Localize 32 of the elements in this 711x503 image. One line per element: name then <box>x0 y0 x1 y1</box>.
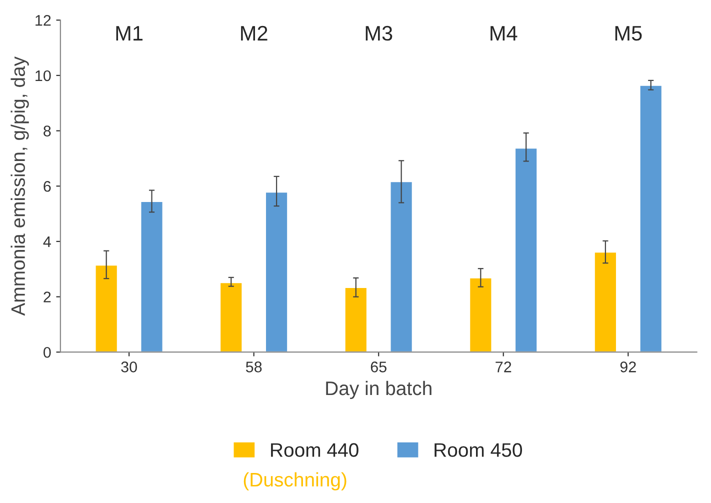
y-tick-label: 2 <box>44 292 51 302</box>
x-axis-title: Day in batch <box>326 380 432 400</box>
x-tick-label: 30 <box>121 362 137 372</box>
bar <box>514 147 538 352</box>
annotation: M1 <box>116 26 143 40</box>
y-tick-label: 0 <box>44 346 51 358</box>
y-tick-label: 12 <box>36 14 51 26</box>
y-tick-label: 10 <box>36 70 51 82</box>
annotation: M4 <box>490 26 518 40</box>
legend-label: Room 440 <box>271 443 358 457</box>
bar <box>468 276 493 352</box>
y-tick-label: 4 <box>43 236 51 247</box>
bar <box>389 180 414 352</box>
annotation: M5 <box>615 26 642 41</box>
y-axis-title: Ammonia emission, g/pig, day <box>10 56 29 316</box>
bar <box>638 84 663 352</box>
bar <box>219 282 244 352</box>
annotation: M3 <box>366 26 392 41</box>
bar <box>140 200 164 352</box>
annotation: M2 <box>241 26 268 40</box>
bar <box>94 264 118 352</box>
x-tick-label: 72 <box>496 362 512 372</box>
x-tick-label: 65 <box>370 362 386 372</box>
legend-label: Room 450 <box>434 443 522 457</box>
bar <box>344 286 368 352</box>
y-tick-label: 6 <box>44 180 51 192</box>
text: (Duschning) <box>244 472 346 490</box>
bar <box>264 191 288 352</box>
x-tick-label: 92 <box>620 362 636 372</box>
y-tick-label: 8 <box>44 126 51 136</box>
x-tick-label: 58 <box>246 362 262 372</box>
bar <box>594 251 618 352</box>
